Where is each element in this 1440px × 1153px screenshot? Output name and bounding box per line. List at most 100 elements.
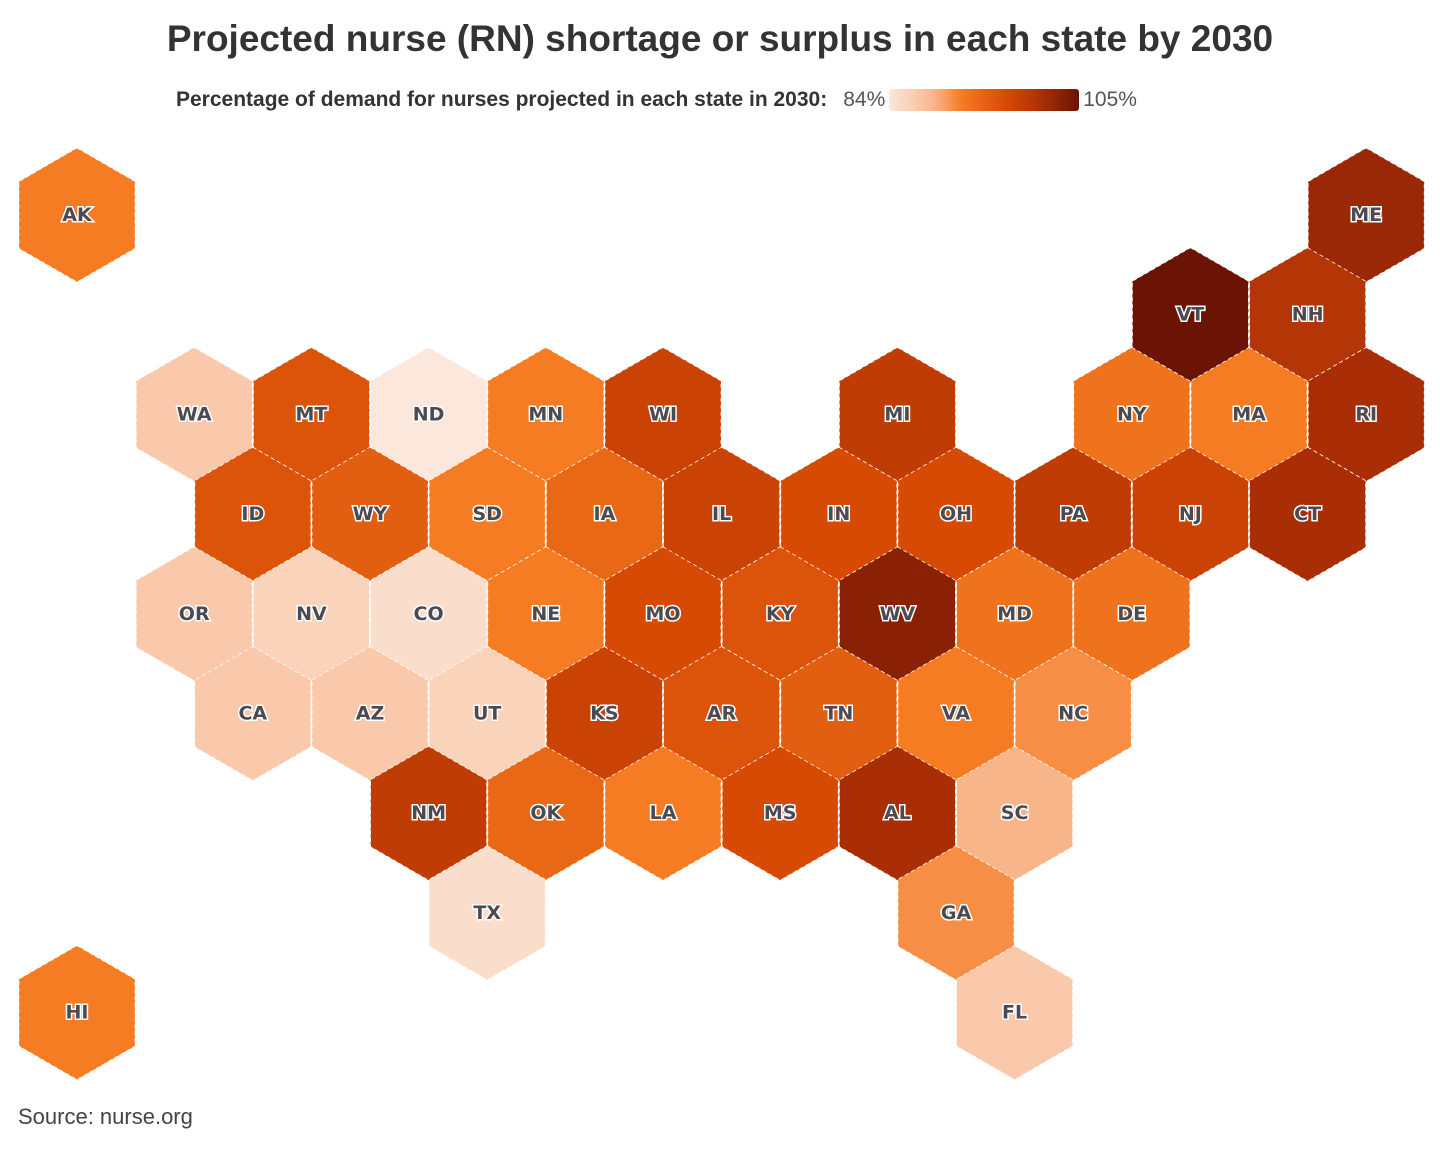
state-hex-wi[interactable]: WI — [604, 346, 722, 482]
state-hex-nc[interactable]: NC — [1014, 646, 1132, 781]
hex-shape[interactable] — [311, 646, 429, 781]
state-hex-oh[interactable]: OH — [897, 446, 1015, 582]
state-hex-in[interactable]: IN — [780, 446, 898, 582]
hex-shape[interactable] — [663, 446, 780, 582]
hex-shape[interactable] — [1014, 446, 1132, 582]
state-hex-ct[interactable]: CT — [1249, 446, 1366, 582]
hex-shape[interactable] — [546, 446, 663, 582]
hex-shape[interactable] — [780, 446, 898, 582]
state-hex-nv[interactable]: NV — [252, 546, 370, 682]
state-hex-ia[interactable]: IA — [546, 446, 663, 582]
hex-shape[interactable] — [370, 346, 488, 482]
hex-shape[interactable] — [839, 346, 956, 482]
state-hex-ny[interactable]: NY — [1073, 346, 1191, 482]
state-hex-fl[interactable]: FL — [956, 945, 1073, 1081]
hex-shape[interactable] — [194, 446, 312, 582]
state-hex-tn[interactable]: TN — [780, 646, 898, 781]
hex-shape[interactable] — [194, 646, 312, 781]
hex-shape[interactable] — [1249, 446, 1366, 582]
state-hex-sc[interactable]: SC — [956, 745, 1073, 881]
hex-shape[interactable] — [18, 945, 136, 1081]
state-hex-wv[interactable]: WV — [839, 546, 956, 682]
hex-shape[interactable] — [487, 745, 605, 881]
hex-shape[interactable] — [604, 346, 722, 482]
state-hex-ky[interactable]: KY — [721, 546, 839, 682]
hex-shape[interactable] — [1073, 346, 1191, 482]
hex-shape[interactable] — [1132, 446, 1249, 582]
state-hex-de[interactable]: DE — [1073, 546, 1191, 682]
hex-shape[interactable] — [604, 546, 722, 682]
hex-shape[interactable] — [721, 546, 839, 682]
state-hex-la[interactable]: LA — [604, 745, 722, 881]
state-hex-ms[interactable]: MS — [721, 745, 839, 881]
hex-shape[interactable] — [311, 446, 429, 582]
state-hex-mo[interactable]: MO — [604, 546, 722, 682]
state-hex-mn[interactable]: MN — [487, 346, 605, 482]
state-hex-tx[interactable]: TX — [428, 845, 546, 981]
hex-shape[interactable] — [18, 147, 136, 283]
hex-shape[interactable] — [956, 945, 1073, 1081]
hex-shape[interactable] — [252, 546, 370, 682]
state-hex-or[interactable]: OR — [135, 546, 253, 682]
state-hex-pa[interactable]: PA — [1014, 446, 1132, 582]
hex-shape[interactable] — [428, 845, 546, 981]
hex-shape[interactable] — [370, 546, 488, 682]
hex-shape[interactable] — [956, 745, 1073, 881]
state-hex-wy[interactable]: WY — [311, 446, 429, 582]
state-hex-ut[interactable]: UT — [428, 646, 546, 781]
state-hex-hi[interactable]: HI — [18, 945, 136, 1081]
state-hex-ne[interactable]: NE — [487, 546, 605, 682]
state-hex-sd[interactable]: SD — [428, 446, 546, 582]
hex-shape[interactable] — [1190, 346, 1308, 482]
state-hex-vt[interactable]: VT — [1132, 247, 1249, 383]
hex-shape[interactable] — [428, 646, 546, 781]
state-hex-al[interactable]: AL — [839, 745, 956, 881]
state-hex-ok[interactable]: OK — [487, 745, 605, 881]
hex-shape[interactable] — [1132, 247, 1249, 383]
state-hex-ar[interactable]: AR — [663, 646, 780, 781]
state-hex-az[interactable]: AZ — [311, 646, 429, 781]
hex-shape[interactable] — [1307, 346, 1425, 482]
hex-shape[interactable] — [428, 446, 546, 582]
state-hex-nh[interactable]: NH — [1249, 247, 1366, 383]
hex-shape[interactable] — [604, 745, 722, 881]
state-hex-ak[interactable]: AK — [18, 147, 136, 283]
hex-shape[interactable] — [135, 346, 253, 482]
state-hex-nj[interactable]: NJ — [1132, 446, 1249, 582]
hex-shape[interactable] — [663, 646, 780, 781]
state-hex-ri[interactable]: RI — [1307, 346, 1425, 482]
hex-shape[interactable] — [839, 745, 956, 881]
hex-shape[interactable] — [897, 845, 1015, 981]
hex-shape[interactable] — [546, 646, 663, 781]
state-hex-id[interactable]: ID — [194, 446, 312, 582]
hex-shape[interactable] — [956, 546, 1073, 682]
hex-shape[interactable] — [721, 745, 839, 881]
state-hex-va[interactable]: VA — [897, 646, 1015, 781]
state-hex-wa[interactable]: WA — [135, 346, 253, 482]
hex-shape[interactable] — [135, 546, 253, 682]
state-hex-nd[interactable]: ND — [370, 346, 488, 482]
hex-shape[interactable] — [897, 646, 1015, 781]
state-hex-nm[interactable]: NM — [370, 745, 488, 881]
state-hex-ga[interactable]: GA — [897, 845, 1015, 981]
hex-shape[interactable] — [1249, 247, 1366, 383]
state-hex-ca[interactable]: CA — [194, 646, 312, 781]
hex-shape[interactable] — [1014, 646, 1132, 781]
state-hex-ma[interactable]: MA — [1190, 346, 1308, 482]
hex-shape[interactable] — [1307, 147, 1425, 283]
hex-shape[interactable] — [487, 546, 605, 682]
state-hex-il[interactable]: IL — [663, 446, 780, 582]
state-hex-co[interactable]: CO — [370, 546, 488, 682]
hex-shape[interactable] — [839, 546, 956, 682]
state-hex-mi[interactable]: MI — [839, 346, 956, 482]
hex-shape[interactable] — [1073, 546, 1191, 682]
state-hex-md[interactable]: MD — [956, 546, 1073, 682]
hex-shape[interactable] — [780, 646, 898, 781]
state-hex-mt[interactable]: MT — [252, 346, 370, 482]
hex-shape[interactable] — [487, 346, 605, 482]
state-hex-me[interactable]: ME — [1307, 147, 1425, 283]
hex-shape[interactable] — [252, 346, 370, 482]
hex-shape[interactable] — [897, 446, 1015, 582]
hex-shape[interactable] — [370, 745, 488, 881]
state-hex-ks[interactable]: KS — [546, 646, 663, 781]
